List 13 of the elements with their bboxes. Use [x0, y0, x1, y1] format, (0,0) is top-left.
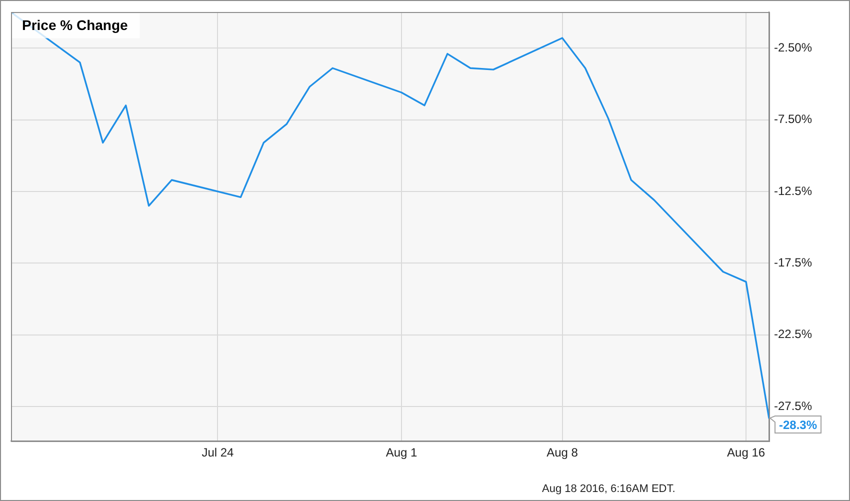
data-label: -28.3%	[778, 418, 818, 432]
y-tick-label: -12.5%	[774, 184, 812, 198]
y-tick-label: -2.50%	[774, 40, 812, 54]
x-tick-label: Jul 24	[202, 446, 234, 460]
text: Aug 18 2016, 6:16AM EDT.	[542, 483, 676, 495]
y-tick-label: -22.5%	[774, 327, 812, 342]
y-tick-label: -7.50%	[774, 112, 812, 126]
y-tick-label: -17.5%	[774, 255, 812, 270]
chart-title: Price % Change	[22, 17, 128, 34]
x-tick-label: Aug 1	[386, 446, 418, 460]
y-tick-label: -27.5%	[774, 398, 812, 413]
x-tick-label: Aug 16	[727, 446, 766, 460]
x-tick-label: Aug 8	[546, 446, 578, 460]
